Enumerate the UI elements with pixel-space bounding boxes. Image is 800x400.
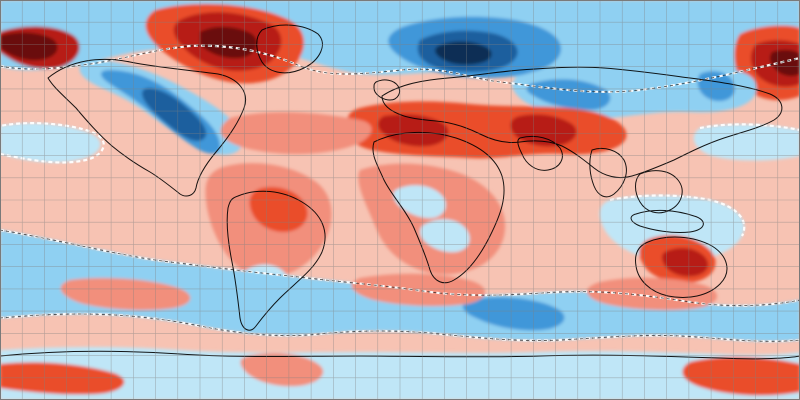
pacific-cool-patch-east-tropical <box>693 124 800 161</box>
coastline-eurasia <box>381 66 783 179</box>
coastlines <box>0 24 800 360</box>
coastline-british-isles <box>373 79 401 101</box>
coastline-australia <box>635 236 728 298</box>
coastline-india <box>589 147 627 198</box>
south-america-very-warm-field <box>249 186 308 232</box>
coastline-arabia <box>517 135 563 171</box>
antarctic-warm-patch-west <box>0 362 125 395</box>
extreme-warm-core-arctic-west <box>200 26 257 59</box>
coastline-southeast-asia <box>635 170 683 214</box>
coastline-north-america <box>47 58 246 197</box>
coastline-south-america <box>226 190 326 331</box>
sahara-strong-warm-patch <box>378 114 449 147</box>
australia-strong-warm-core <box>662 248 709 277</box>
coastline-antarctica <box>0 350 800 360</box>
coastline-africa <box>372 131 505 284</box>
africa-cool-patch-1 <box>393 185 446 219</box>
southern-ocean-very-cool-patch <box>462 297 565 331</box>
zero-anomaly-contours-dark <box>0 45 800 342</box>
extreme-warm-core-right-edge <box>769 49 800 77</box>
pacific-cool-patch-west-tropical <box>0 123 101 163</box>
europe-extreme-cool-core <box>435 41 492 65</box>
indian-ocean-cool-field <box>599 195 745 262</box>
africa-cool-patch-2 <box>420 219 470 253</box>
extreme-warm-core-left-edge <box>0 32 58 61</box>
south-indian-warm-ribbon <box>587 277 718 311</box>
coastline-greenland <box>256 24 323 74</box>
antarctic-warm-patch-east <box>682 356 800 396</box>
north-america-strong-cool-core <box>142 88 207 142</box>
south-pacific-warm-ribbon <box>60 278 191 311</box>
middle-east-strong-warm-patch <box>510 114 577 147</box>
